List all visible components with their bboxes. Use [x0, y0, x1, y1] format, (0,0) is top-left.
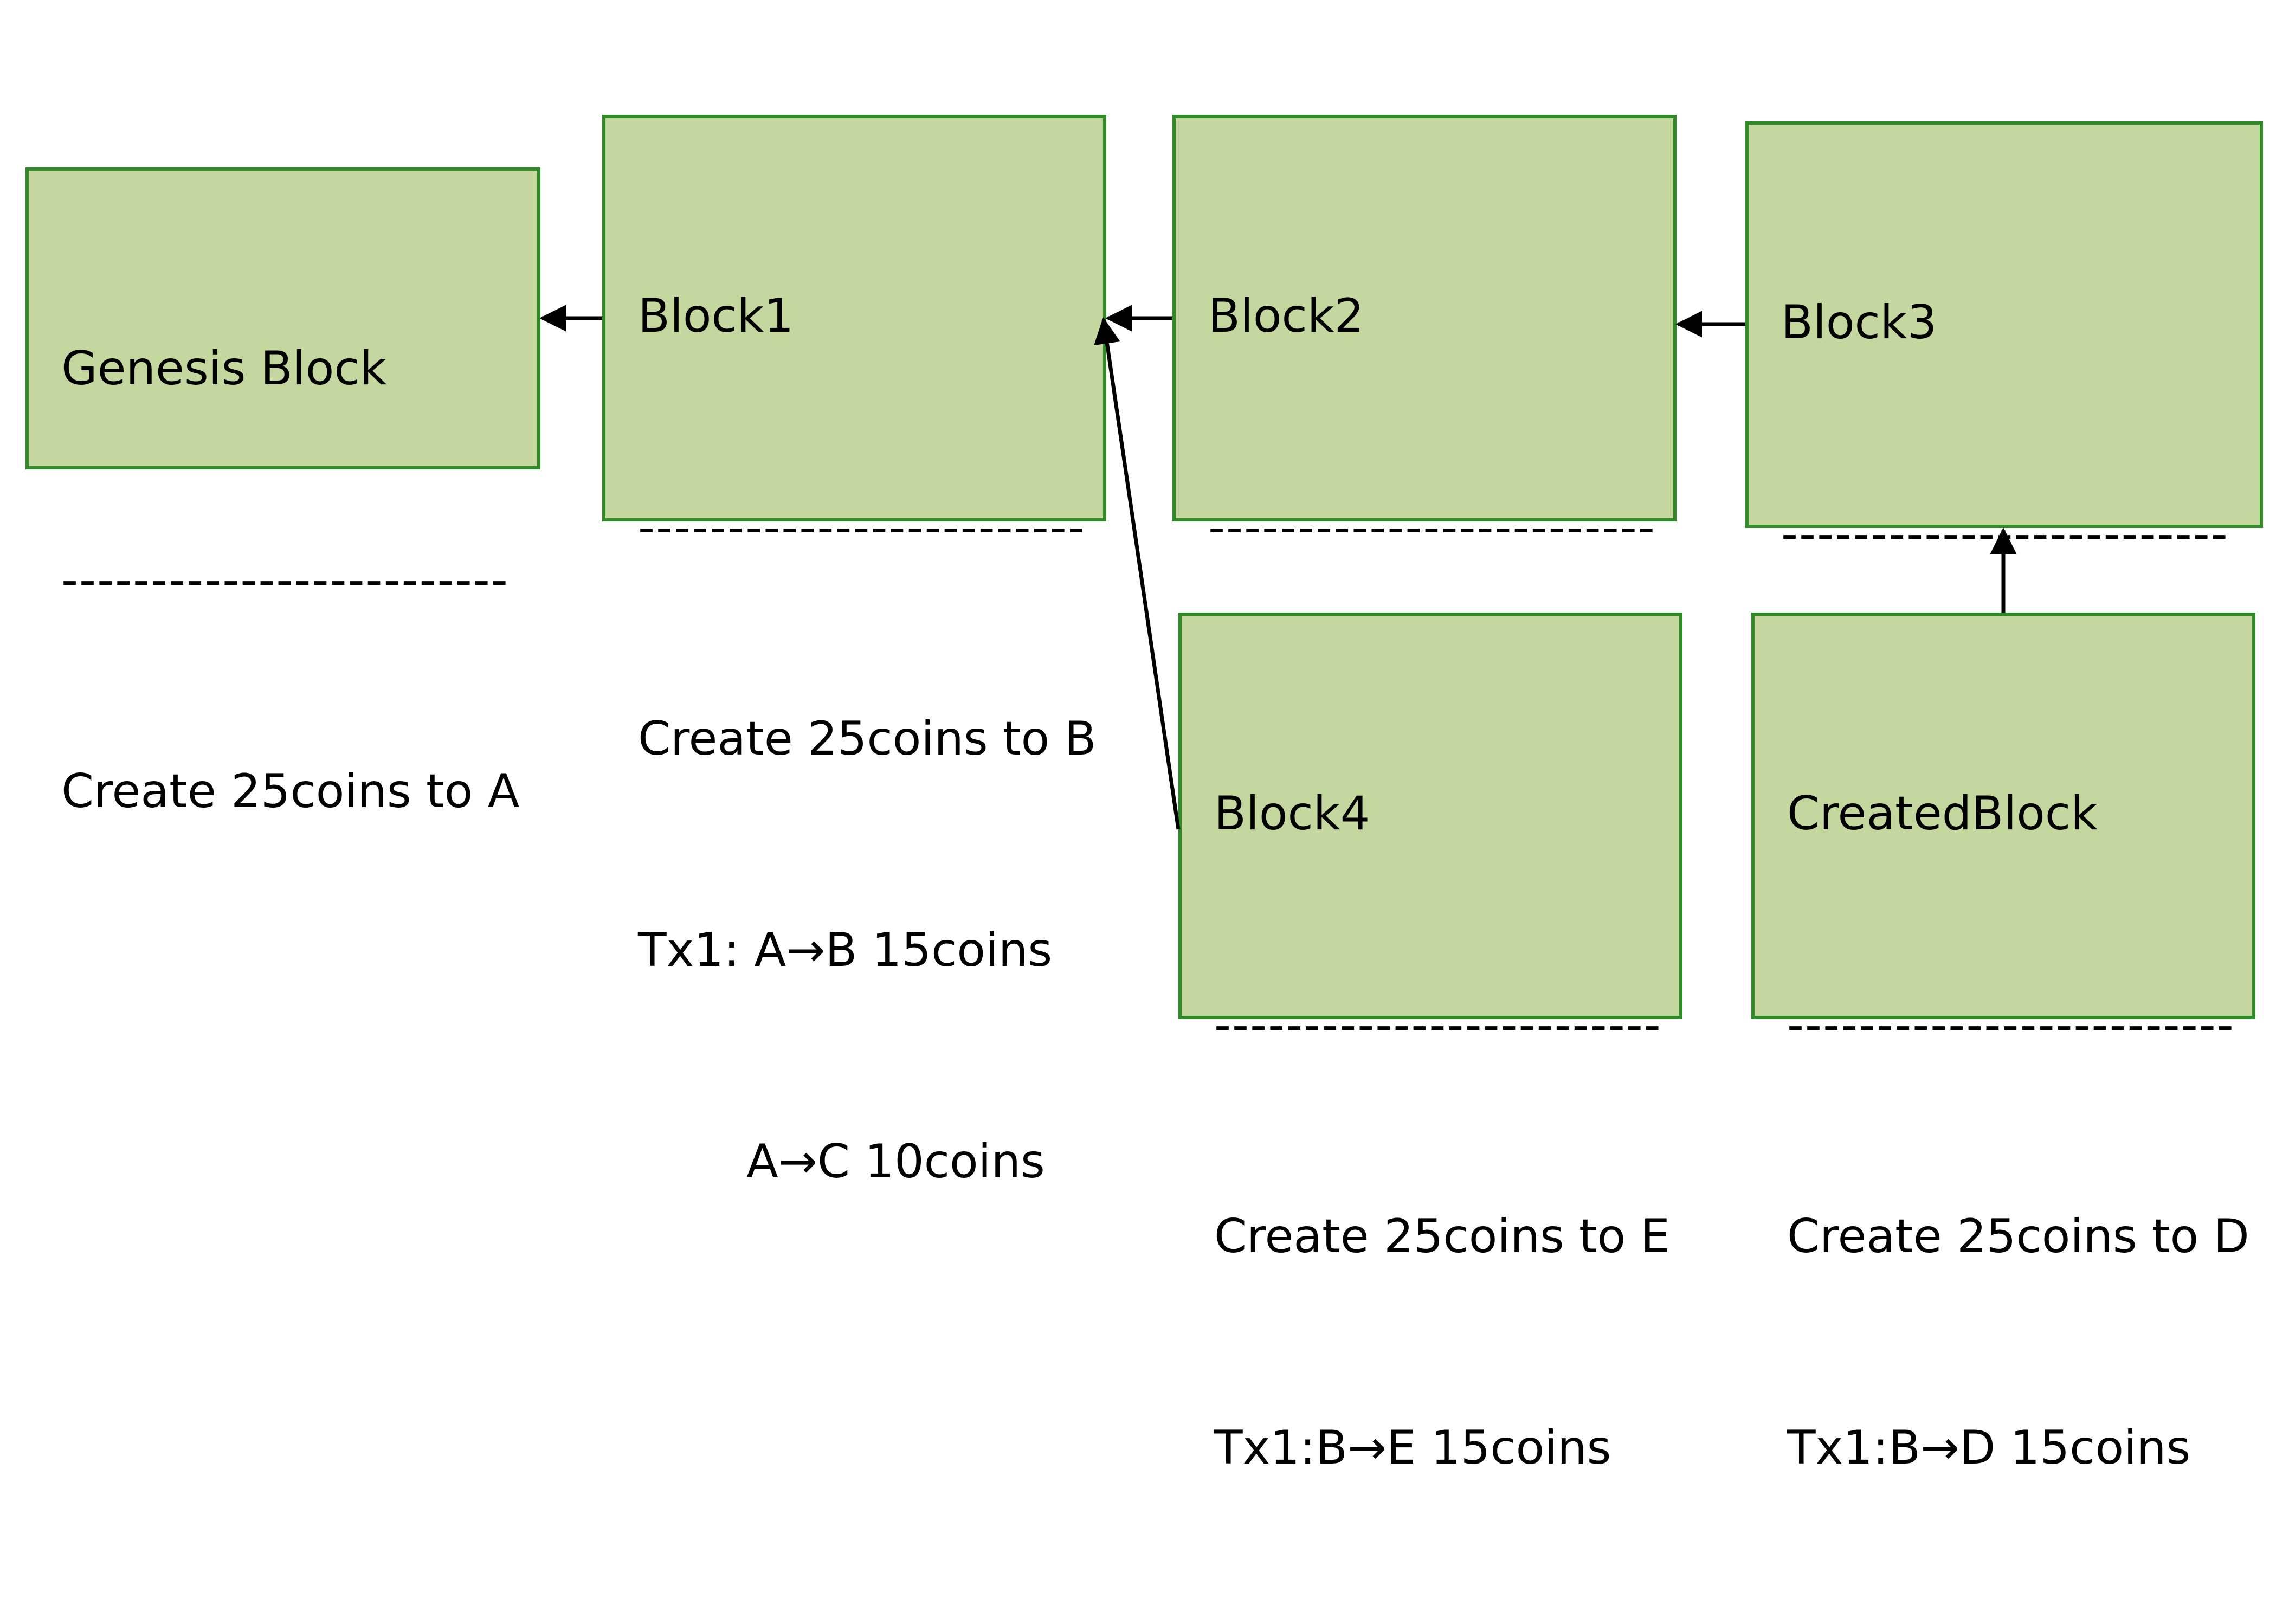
block1-line-1: Create 25coins to B — [638, 712, 1097, 766]
block2-title: Block2 — [1208, 289, 1364, 343]
block1-line-3: A→C 10coins — [746, 1135, 1045, 1189]
blockchain-diagram: Genesis Block ------------------------- … — [25, 115, 2263, 1475]
block2-separator: ------------------------- — [1208, 500, 1656, 555]
block4-separator: ------------------------- — [1214, 998, 1662, 1052]
block1-title: Block1 — [638, 289, 794, 343]
created-block-line-1: Create 25coins to D — [1787, 1209, 2249, 1264]
block4-line-1: Create 25coins to E — [1214, 1209, 1670, 1264]
block3-title: Block3 — [1781, 295, 1937, 350]
created-block-separator: ------------------------- — [1787, 998, 2235, 1052]
genesis-block-line-1: Create 25coins to A — [61, 764, 520, 819]
created-block-title: CreatedBlock — [1787, 787, 2098, 841]
block4-title: Block4 — [1214, 787, 1370, 841]
block4-line-2: Tx1:B→E 15coins — [1214, 1421, 1611, 1475]
genesis-block: Genesis Block ------------------------- … — [25, 167, 540, 819]
created-block-line-2: Tx1:B→D 15coins — [1787, 1421, 2191, 1475]
block1-line-2: Tx1: A→B 15coins — [638, 923, 1053, 977]
genesis-block-separator: ------------------------- — [61, 553, 509, 607]
block1-separator: ------------------------- — [638, 500, 1086, 555]
arrows-layer — [539, 305, 2017, 830]
arrow-block4-to-block1 — [1094, 317, 1181, 830]
genesis-block-title: Genesis Block — [61, 341, 387, 396]
